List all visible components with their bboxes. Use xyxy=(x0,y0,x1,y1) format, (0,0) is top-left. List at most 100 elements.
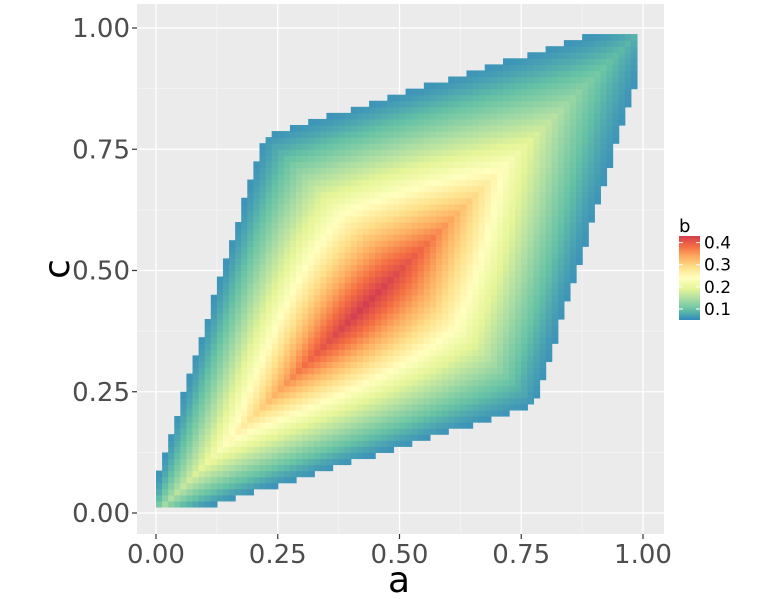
heatmap-tile xyxy=(405,209,413,217)
heatmap-tile xyxy=(563,209,571,217)
heatmap-tile xyxy=(429,409,437,417)
heatmap-tile xyxy=(253,252,261,259)
heatmap-tile xyxy=(192,494,200,502)
heatmap-tile xyxy=(326,179,334,187)
heatmap-tile xyxy=(326,403,334,411)
heatmap-tile xyxy=(369,270,376,278)
heatmap-tile xyxy=(271,379,279,387)
heatmap-tile xyxy=(502,173,510,181)
heatmap-tile xyxy=(533,215,541,223)
heatmap-tile xyxy=(277,312,285,320)
heatmap-tile xyxy=(423,155,431,162)
heatmap-tile xyxy=(563,252,571,259)
heatmap-tile xyxy=(569,70,577,78)
heatmap-tile xyxy=(442,355,449,363)
heatmap-tile xyxy=(539,88,547,96)
heatmap-tile xyxy=(277,397,285,405)
heatmap-tile xyxy=(442,118,449,126)
heatmap-tile xyxy=(405,276,413,284)
heatmap-tile xyxy=(594,52,601,59)
heatmap-tile xyxy=(253,270,261,278)
heatmap-tile xyxy=(162,488,169,496)
heatmap-tile xyxy=(259,288,267,296)
heatmap-tile xyxy=(490,258,498,266)
heatmap-tile xyxy=(302,337,309,344)
heatmap-tile xyxy=(472,306,480,314)
heatmap-tile xyxy=(308,294,315,302)
heatmap-tile xyxy=(490,385,498,393)
heatmap-tile xyxy=(216,343,224,350)
heatmap-tile xyxy=(344,125,352,132)
heatmap-tile xyxy=(296,258,303,266)
heatmap-tile xyxy=(271,409,279,417)
heatmap-tile xyxy=(411,215,419,223)
heatmap-tile xyxy=(405,155,413,162)
heatmap-tile xyxy=(338,276,346,284)
heatmap-tile xyxy=(308,391,315,399)
heatmap-tile xyxy=(423,349,431,356)
heatmap-tile xyxy=(582,240,589,247)
heatmap-tile xyxy=(344,319,352,326)
heatmap-tile xyxy=(265,179,273,187)
heatmap-tile xyxy=(332,403,340,411)
heatmap-tile xyxy=(472,349,480,356)
heatmap-tile xyxy=(442,94,449,102)
heatmap-tile xyxy=(356,416,364,423)
heatmap-tile xyxy=(222,416,230,423)
heatmap-tile xyxy=(375,300,382,308)
heatmap-tile xyxy=(612,112,620,120)
heatmap-tile xyxy=(387,428,395,435)
heatmap-tile xyxy=(600,106,608,114)
heatmap-tile xyxy=(527,343,535,350)
heatmap-tile xyxy=(411,349,419,356)
heatmap-tile xyxy=(539,125,547,132)
heatmap-tile xyxy=(460,306,468,314)
heatmap-tile xyxy=(314,161,321,169)
heatmap-tile xyxy=(460,361,468,369)
heatmap-tile xyxy=(563,258,571,266)
heatmap-tile xyxy=(484,294,492,302)
heatmap-tile xyxy=(241,416,248,423)
heatmap-tile xyxy=(247,246,254,253)
heatmap-tile xyxy=(496,179,504,187)
heatmap-tile xyxy=(314,391,321,399)
heatmap-tile xyxy=(393,258,401,266)
heatmap-tile xyxy=(460,409,468,417)
heatmap-tile xyxy=(210,379,218,387)
heatmap-tile xyxy=(442,294,449,302)
heatmap-tile xyxy=(448,143,455,150)
heatmap-tile xyxy=(247,446,254,453)
heatmap-tile xyxy=(466,294,474,302)
heatmap-tile xyxy=(289,300,297,308)
heatmap-tile xyxy=(423,246,431,253)
heatmap-tile xyxy=(429,282,437,290)
heatmap-tile xyxy=(539,131,547,138)
heatmap-tile xyxy=(539,325,547,332)
heatmap-tile xyxy=(247,331,254,338)
heatmap-tile xyxy=(399,434,407,441)
heatmap-tile xyxy=(600,40,608,47)
heatmap-tile xyxy=(308,452,315,460)
heatmap-tile xyxy=(436,300,443,308)
heatmap-tile xyxy=(411,203,419,211)
heatmap-tile xyxy=(241,446,248,453)
heatmap-tile xyxy=(259,422,267,429)
heatmap-tile xyxy=(296,349,303,356)
heatmap-tile xyxy=(198,397,206,405)
heatmap-tile xyxy=(490,191,498,199)
heatmap-tile xyxy=(326,319,334,326)
heatmap-tile xyxy=(162,476,169,484)
heatmap-tile xyxy=(527,167,535,175)
heatmap-tile xyxy=(429,88,437,96)
heatmap-tile xyxy=(332,416,340,423)
heatmap-tile xyxy=(350,270,358,278)
heatmap-tile xyxy=(314,149,321,156)
heatmap-tile xyxy=(576,106,583,114)
heatmap-tile xyxy=(222,288,230,296)
heatmap-tile xyxy=(369,179,376,187)
heatmap-tile xyxy=(314,434,321,441)
heatmap-tile xyxy=(551,294,559,302)
heatmap-tile xyxy=(515,222,522,229)
heatmap-tile xyxy=(539,167,547,175)
heatmap-tile xyxy=(350,452,358,460)
